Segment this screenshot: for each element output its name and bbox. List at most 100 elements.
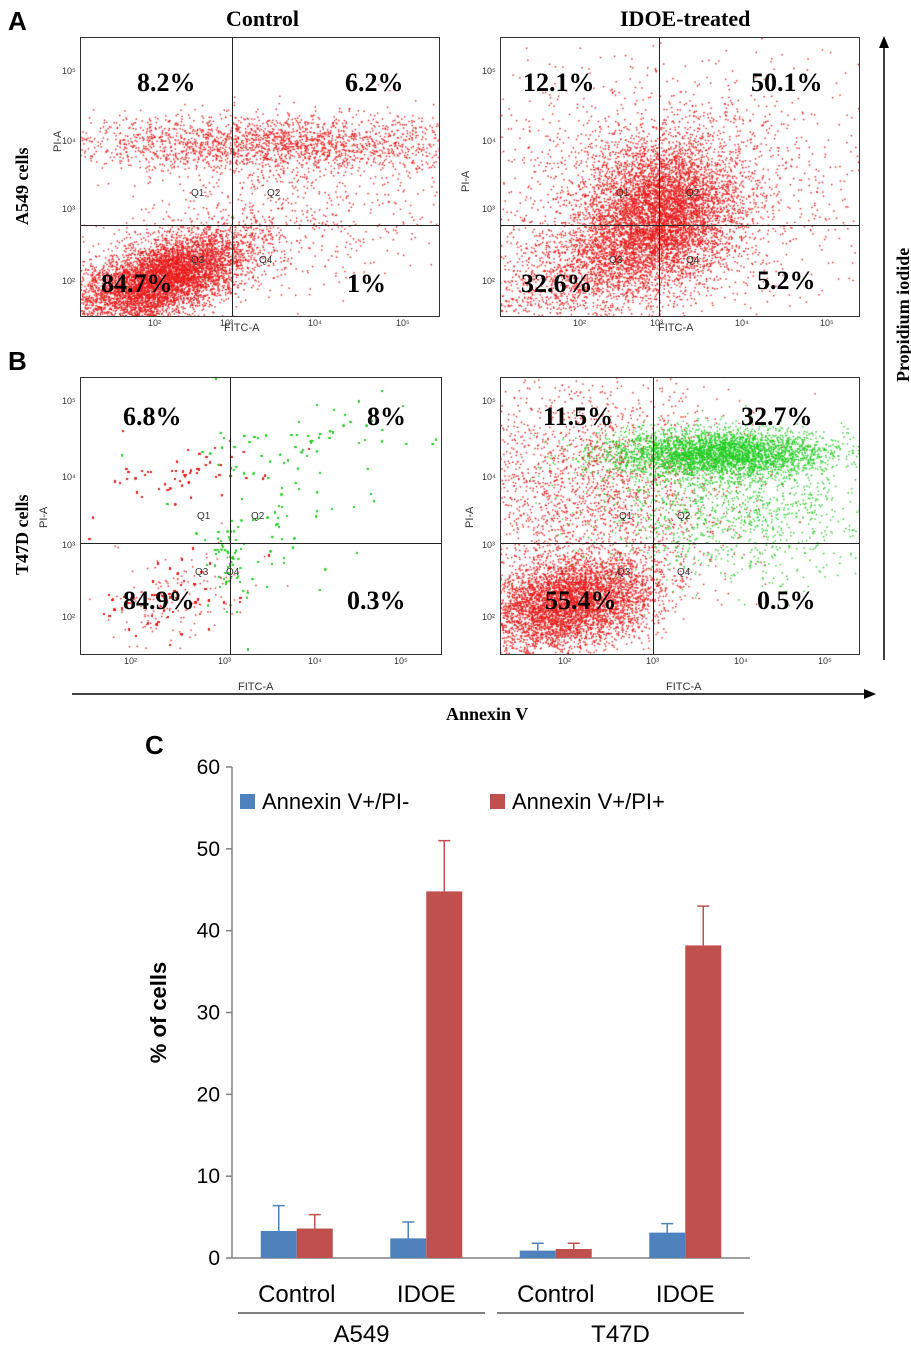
legend-swatch xyxy=(490,794,505,809)
flow-y-tick: 10⁵ xyxy=(482,396,496,406)
bar xyxy=(649,1232,686,1258)
flow-y-tick: 10⁴ xyxy=(482,472,496,482)
flow-y-tick: 10⁴ xyxy=(482,136,496,146)
flow-y-tick: 10⁵ xyxy=(62,66,76,76)
legend-label: Annexin V+/PI- xyxy=(262,789,409,814)
flow-x-tick: 10³ xyxy=(220,318,234,328)
flow-y-tick: 10⁵ xyxy=(482,66,496,76)
quadrant-label-q1: Q1 xyxy=(191,188,205,199)
quadrant-label-q3: Q3 xyxy=(191,255,205,266)
quadrant-label-q4: Q4 xyxy=(686,255,700,266)
flow-y-tick: 10² xyxy=(62,276,76,286)
legend-label: Annexin V+/PI+ xyxy=(512,789,665,814)
y-tick-label: 10 xyxy=(197,1165,220,1188)
pct-q4: 0.5% xyxy=(757,586,816,615)
panel-letter-a: A xyxy=(8,6,27,36)
pct-q1: 8.2% xyxy=(137,68,196,97)
bar xyxy=(519,1250,556,1258)
y-tick-label: 0 xyxy=(208,1247,220,1270)
y-tick-label: 40 xyxy=(197,920,220,943)
pct-q4: 1% xyxy=(347,269,386,298)
flow-x-tick: 10² xyxy=(148,318,162,328)
flow-plot-t47d-idoe: 11.5% 32.7% 55.4% 0.5% Q1 Q2 Q3 Q4 xyxy=(500,377,860,655)
y-tick-label: 60 xyxy=(197,756,220,779)
flow-x-tick: 10² xyxy=(124,656,138,666)
flow-x-tick: 10⁵ xyxy=(394,656,408,666)
flow-x-label: FITC-A xyxy=(238,681,274,693)
quadrant-label-q3: Q3 xyxy=(195,567,209,578)
flow-x-tick: 10⁴ xyxy=(735,318,749,328)
category-label: IDOE xyxy=(397,1281,456,1308)
bar xyxy=(426,891,463,1258)
quadrant-divider-horizontal xyxy=(501,543,859,544)
flow-y-tick: 10² xyxy=(482,276,496,286)
category-label: IDOE xyxy=(656,1281,715,1308)
quadrant-label-q3: Q3 xyxy=(617,567,631,578)
flow-y-tick: 10⁵ xyxy=(62,396,76,406)
flow-x-tick: 10⁴ xyxy=(308,656,322,666)
quadrant-label-q4: Q4 xyxy=(226,567,240,578)
flow-x-label: FITC-A xyxy=(658,322,694,334)
flow-x-tick: 10³ xyxy=(646,656,660,666)
quadrant-label-q1: Q1 xyxy=(619,511,633,522)
flow-x-tick: 10⁴ xyxy=(734,656,748,666)
quadrant-label-q4: Q4 xyxy=(677,567,691,578)
quadrant-divider-vertical xyxy=(653,378,654,654)
flow-y-tick: 10⁴ xyxy=(62,136,76,146)
quadrant-label-q1: Q1 xyxy=(616,188,630,199)
y-tick-label: 50 xyxy=(197,838,220,861)
flow-y-tick: 10² xyxy=(482,612,496,622)
quadrant-divider-vertical xyxy=(659,38,660,316)
flow-y-tick: 10³ xyxy=(62,204,76,214)
flow-x-label: FITC-A xyxy=(666,681,702,693)
quadrant-divider-vertical xyxy=(230,378,231,654)
quadrant-label-q1: Q1 xyxy=(197,511,211,522)
quadrant-label-q2: Q2 xyxy=(251,511,265,522)
y-tick-label: 30 xyxy=(197,1002,220,1025)
bar xyxy=(685,945,722,1258)
flow-plot-a549-idoe: 12.1% 50.1% 32.6% 5.2% Q1 Q2 Q3 Q4 xyxy=(500,37,860,317)
pct-q2: 6.2% xyxy=(345,68,404,97)
y-tick-label: 20 xyxy=(197,1083,220,1106)
flow-x-tick: 10³ xyxy=(650,318,664,328)
flow-x-tick: 10⁵ xyxy=(396,318,410,328)
pct-q3: 32.6% xyxy=(521,269,593,298)
pct-q3: 55.4% xyxy=(545,586,617,615)
pct-q1: 6.8% xyxy=(123,402,182,431)
pct-q3: 84.7% xyxy=(101,269,173,298)
quadrant-label-q4: Q4 xyxy=(259,255,273,266)
flow-y-tick: 10³ xyxy=(482,204,496,214)
flow-x-tick: 10² xyxy=(558,656,572,666)
column-title-control: Control xyxy=(226,6,299,31)
pct-q2: 50.1% xyxy=(751,68,823,97)
pct-q1: 11.5% xyxy=(543,402,614,431)
quadrant-divider-horizontal xyxy=(81,543,441,544)
pct-q4: 0.3% xyxy=(347,586,406,615)
bar xyxy=(296,1228,333,1258)
pct-q2: 32.7% xyxy=(741,402,813,431)
flow-y-tick: 10³ xyxy=(482,540,496,550)
flow-x-tick: 10⁴ xyxy=(308,318,322,328)
bar xyxy=(260,1230,297,1258)
y-axis-title: % of cells xyxy=(146,962,171,1063)
bar-chart: 0 10 20 30 40 50 60 % of cells Control IDOE Contr… xyxy=(146,756,750,1348)
group-label: A549 xyxy=(333,1321,389,1348)
category-label: Control xyxy=(258,1281,335,1308)
flow-plot-a549-control: 8.2% 6.2% 84.7% 1% Q1 Q2 Q3 Q4 xyxy=(80,37,440,317)
quadrant-label-q2: Q2 xyxy=(677,511,691,522)
bar xyxy=(555,1248,592,1258)
y-axis-title-pi: Propidium iodide xyxy=(893,247,911,382)
quadrant-label-q2: Q2 xyxy=(686,188,700,199)
flow-y-tick: 10³ xyxy=(62,540,76,550)
quadrant-divider-horizontal xyxy=(81,225,439,226)
flow-x-tick: 10² xyxy=(573,318,587,328)
x-axis-title-annexin: Annexin V xyxy=(446,704,529,724)
quadrant-label-q3: Q3 xyxy=(609,255,623,266)
panel-letter-b: B xyxy=(8,346,27,376)
flow-x-tick: 10³ xyxy=(218,656,232,666)
quadrant-divider-horizontal xyxy=(501,225,859,226)
bar xyxy=(390,1238,427,1258)
flow-y-tick: 10⁴ xyxy=(62,472,76,482)
quadrant-label-q2: Q2 xyxy=(267,188,281,199)
flow-y-tick: 10² xyxy=(62,612,76,622)
